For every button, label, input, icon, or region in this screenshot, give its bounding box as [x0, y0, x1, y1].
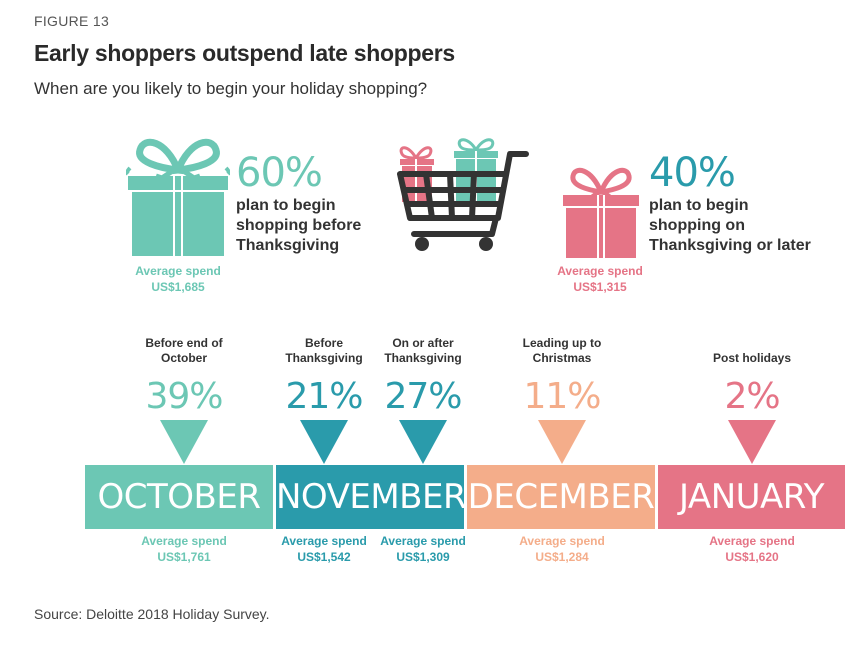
shopping-cart-icon	[397, 138, 529, 251]
chart-title: Early shoppers outspend late shoppers	[34, 40, 455, 66]
late-desc-line: shopping on	[649, 217, 745, 234]
avg-label: Average spend	[557, 264, 643, 278]
avg-label: Average spend	[141, 534, 227, 548]
figure-label: FIGURE 13	[34, 13, 110, 29]
avg-value: US$1,542	[297, 550, 351, 564]
avg-value: US$1,620	[725, 550, 779, 564]
late-desc-line: Thanksgiving or later	[649, 237, 811, 254]
period-label-line: October	[160, 351, 207, 365]
early-desc-line: shopping before	[236, 217, 362, 234]
period-percent: 2%	[724, 376, 780, 417]
month-bar-december: DECEMBER	[467, 465, 655, 529]
period-label-line: On or after	[392, 336, 454, 350]
period-percent: 27%	[384, 376, 462, 417]
period-marker	[399, 420, 447, 464]
period-label: Leading up to Christmas	[502, 336, 622, 366]
avg-label: Average spend	[709, 534, 795, 548]
period-label-line: Leading up to	[522, 336, 602, 350]
period-percent: 39%	[145, 376, 223, 417]
period-label-line: Post holidays	[712, 351, 792, 365]
avg-value: US$1,284	[535, 550, 589, 564]
gift-pink-icon	[563, 167, 639, 258]
early-percent: 60%	[236, 150, 323, 196]
month-bar-january: JANUARY	[658, 465, 845, 529]
period-marker	[538, 420, 586, 464]
avg-label: Average spend	[135, 264, 221, 278]
period-average-spend: Average spend US$1,542	[264, 533, 384, 565]
early-desc-line: plan to begin	[236, 197, 336, 214]
avg-label: Average spend	[519, 534, 605, 548]
period-label: On or after Thanksgiving	[363, 336, 483, 366]
late-average-spend: Average spend US$1,315	[540, 263, 660, 295]
period-label-line: Thanksgiving	[285, 351, 363, 365]
period-label-line: Before end of	[145, 336, 223, 350]
avg-value: US$1,315	[573, 280, 627, 294]
period-average-spend: Average spend US$1,761	[124, 533, 244, 565]
gift-teal-icon	[126, 138, 230, 256]
period-label-line: Before	[304, 336, 343, 350]
month-bar-november: NOVEMBER	[276, 465, 467, 529]
period-average-spend: Average spend US$1,309	[363, 533, 483, 565]
period-label: Before end of October	[124, 336, 244, 366]
late-desc-line: plan to begin	[649, 197, 749, 214]
avg-label: Average spend	[380, 534, 466, 548]
late-percent: 40%	[649, 150, 736, 196]
avg-value: US$1,685	[151, 280, 205, 294]
period-marker	[300, 420, 348, 464]
period-label: Post holidays	[692, 351, 812, 366]
early-average-spend: Average spend US$1,685	[118, 263, 238, 295]
early-description: plan to begin shopping before Thanksgivi…	[236, 196, 361, 256]
period-percent: 11%	[523, 376, 601, 417]
avg-value: US$1,309	[396, 550, 450, 564]
period-marker	[160, 420, 208, 464]
period-average-spend: Average spend US$1,620	[692, 533, 812, 565]
period-percent: 21%	[285, 376, 363, 417]
avg-label: Average spend	[281, 534, 367, 548]
period-average-spend: Average spend US$1,284	[502, 533, 622, 565]
source-note: Source: Deloitte 2018 Holiday Survey.	[34, 606, 270, 622]
period-label-line: Christmas	[532, 351, 592, 365]
chart-subtitle: When are you likely to begin your holida…	[34, 79, 428, 98]
period-label-line: Thanksgiving	[384, 351, 462, 365]
period-marker	[728, 420, 776, 464]
period-label: Before Thanksgiving	[264, 336, 384, 366]
avg-value: US$1,761	[157, 550, 211, 564]
early-desc-line: Thanksgiving	[236, 237, 340, 254]
late-description: plan to begin shopping on Thanksgiving o…	[649, 196, 811, 256]
month-bar-october: OCTOBER	[85, 465, 273, 529]
